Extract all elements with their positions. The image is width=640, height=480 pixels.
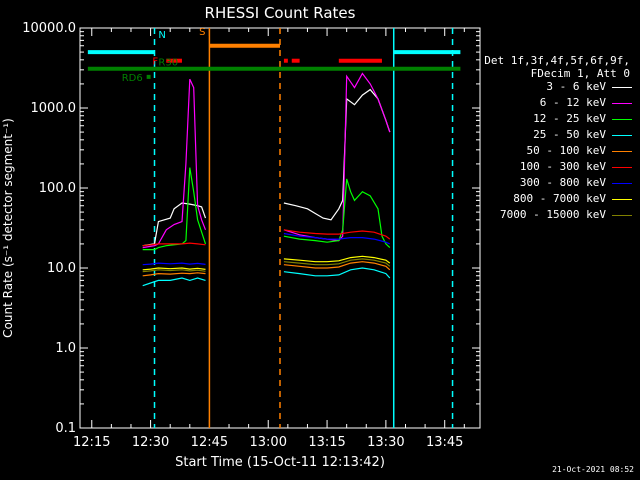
x-tick-label: 12:45 (191, 435, 228, 450)
x-tick-label: 13:30 (367, 435, 404, 450)
legend-entry-label: 12 - 25 keV (533, 112, 606, 125)
legend-entry: 12 - 25 keV (533, 112, 632, 125)
y-tick-label: 100.0 (39, 181, 76, 196)
state-bar-label: S (199, 27, 205, 38)
series-line-100-300-kev (142, 242, 206, 247)
legend-entry-label: 800 - 7000 keV (513, 192, 606, 205)
x-tick-label: 13:45 (426, 435, 463, 450)
legend-entry: 6 - 12 keV (540, 96, 632, 109)
legend-entry: 300 - 800 keV (520, 176, 632, 189)
series-line-7000-15000-kev (283, 258, 391, 267)
series-line-800-7000-kev (283, 255, 391, 264)
legend-entry-label: 3 - 6 keV (546, 80, 606, 93)
legend-swatch (612, 134, 632, 136)
state-bar-label: F (152, 57, 158, 68)
legend-swatch (612, 198, 632, 200)
y-tick-label: 10000.0 (22, 21, 76, 36)
series-line-300-800-kev (283, 232, 391, 245)
state-bar-label: RD6 (122, 73, 143, 84)
state-bar-label: N (158, 30, 165, 41)
legend-entry-label: 100 - 300 keV (519, 160, 606, 173)
legend-entry: 3 - 6 keV (546, 80, 632, 93)
series-line-7000-15000-kev (142, 269, 206, 273)
state-bar-label: R30 (158, 57, 178, 68)
series-line-800-7000-kev (142, 267, 206, 271)
x-tick-label: 12:30 (132, 435, 169, 450)
series-line-3-6-kev (142, 202, 207, 247)
series-line-100-300-kev (283, 229, 391, 240)
series-line-25-50-kev (283, 267, 391, 279)
legend-entry-label: 25 - 50 keV (533, 128, 606, 141)
series-layer (142, 72, 391, 287)
legend-swatch (612, 150, 632, 152)
series-line-12-25-kev (283, 178, 391, 249)
y-axis-label: Count Rate (s⁻¹ detector segment⁻¹) (1, 118, 15, 338)
footer-timestamp: 21-Oct-2021 08:52 (552, 465, 634, 474)
legend-swatch (612, 102, 632, 104)
legend-entry: 50 - 100 keV (527, 144, 632, 157)
legend-header-line: FDecim 1, Att 0 (530, 67, 630, 80)
x-tick-label: 12:15 (73, 435, 110, 450)
series-line-300-800-kev (142, 262, 206, 266)
legend-swatch (612, 118, 632, 120)
y-tick-label: 1000.0 (31, 101, 77, 116)
legend-entry-label: 300 - 800 keV (519, 176, 606, 189)
series-line-6-12-kev (283, 72, 391, 242)
legend-swatch (612, 182, 632, 184)
x-tick-label: 13:15 (308, 435, 345, 450)
legend-entry: 25 - 50 keV (533, 128, 632, 141)
legend-swatch (612, 166, 632, 168)
x-tick-label: 13:00 (250, 435, 287, 450)
y-tick-label: 1.0 (55, 341, 76, 356)
series-line-50-100-kev (142, 272, 206, 277)
legend-entry: 100 - 300 keV (520, 160, 632, 173)
series-line-50-100-kev (283, 261, 391, 271)
legend-swatch (612, 214, 632, 216)
legend-swatch (612, 86, 632, 88)
annotations-layer: N F S R30 RD6 (87, 27, 461, 428)
y-tick-label: 0.1 (55, 421, 76, 436)
legend-entry-label: 50 - 100 keV (526, 144, 606, 157)
legend-entry-label: 7000 - 15000 keV (500, 208, 606, 221)
legend-entry: 7000 - 15000 keV (500, 208, 632, 221)
series-line-3-6-kev (283, 88, 391, 221)
legend-entry-label: 6 - 12 keV (539, 96, 606, 109)
series-line-25-50-kev (142, 277, 206, 287)
axes-frame: 0.1 1.0 10.0 100.0 1000.0 10000.0 12:15 12:30 12… (22, 21, 481, 450)
chart-title: RHESSI Count Rates (205, 4, 356, 22)
x-axis-label: Start Time (15-Oct-11 12:13:42) (175, 455, 385, 470)
series-line-12-25-kev (142, 167, 207, 251)
series-line-6-12-kev (142, 78, 207, 249)
y-tick-label: 10.0 (47, 261, 76, 276)
legend-entry: 800 - 7000 keV (513, 192, 632, 205)
legend-header-line: Det 1f,3f,4f,5f,6f,9f, (484, 54, 630, 67)
